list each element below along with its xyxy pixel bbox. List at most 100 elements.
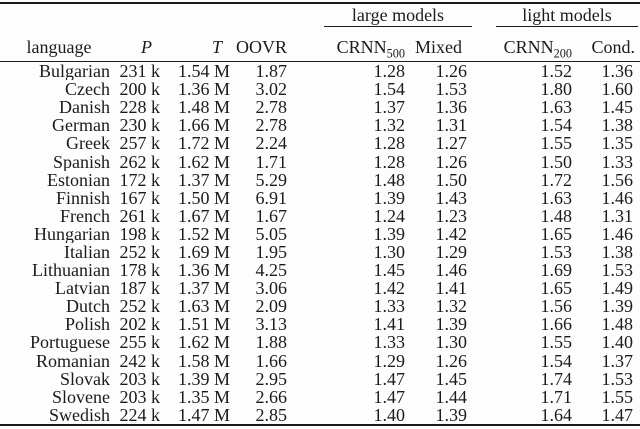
group-large-models: large models [290, 3, 472, 27]
cell-mixed: 1.23 [435, 206, 468, 225]
table-row: Slovene 203 k 1.35 M 2.66 1.47 1.44 1.71… [0, 388, 640, 406]
cell-oovr: 1.88 [255, 333, 288, 352]
cell-mixed: 1.31 [435, 116, 468, 135]
cell-p: 252 k [119, 297, 161, 316]
table-row: Slovak 203 k 1.39 M 2.95 1.47 1.45 1.74 … [0, 370, 640, 388]
cell-oovr: 2.66 [255, 387, 288, 406]
group-header-row: large models light models [0, 3, 640, 27]
cell-oovr: 1.71 [255, 152, 288, 171]
cell-t: 1.50 M [177, 188, 230, 207]
table-row: Greek 257 k 1.72 M 2.24 1.28 1.27 1.55 1… [0, 134, 640, 152]
cell-p: 200 k [119, 80, 161, 99]
cell-t: 1.36 M [177, 261, 230, 280]
cell-mixed: 1.26 [435, 61, 468, 81]
cell-cond: 1.46 [601, 188, 634, 207]
cell-crnn500: 1.28 [373, 61, 406, 81]
cell-cond: 1.55 [601, 387, 634, 406]
cell-mixed: 1.46 [435, 261, 468, 280]
table-row: German 230 k 1.66 M 2.78 1.32 1.31 1.54 … [0, 116, 640, 134]
cell-t: 1.72 M [177, 134, 230, 153]
cell-oovr: 1.67 [255, 206, 288, 225]
table-row: Italian 252 k 1.69 M 1.95 1.30 1.29 1.53… [0, 243, 640, 261]
cell-cond: 1.56 [601, 170, 634, 189]
cell-crnn200: 1.80 [540, 80, 573, 99]
cell-mixed: 1.36 [435, 98, 468, 117]
cell-t: 1.62 M [177, 152, 230, 171]
cell-language: Bulgarian [39, 61, 110, 81]
table-row: Czech 200 k 1.36 M 3.02 1.54 1.53 1.80 1… [0, 80, 640, 98]
cell-t: 1.69 M [177, 242, 230, 262]
cell-t: 1.36 M [177, 80, 230, 99]
cell-crnn500: 1.32 [373, 116, 406, 135]
cell-t: 1.37 M [177, 170, 230, 189]
cell-mixed: 1.29 [435, 242, 468, 262]
cell-crnn500: 1.39 [373, 188, 406, 207]
cell-crnn200: 1.55 [540, 134, 573, 153]
cell-p: 203 k [119, 369, 161, 388]
cell-t: 1.39 M [177, 369, 230, 388]
cell-mixed: 1.50 [435, 170, 468, 189]
cell-language: Latvian [55, 279, 110, 298]
cell-cond: 1.47 [601, 405, 634, 425]
cell-crnn200: 1.66 [540, 315, 573, 334]
cell-language: Danish [59, 98, 110, 117]
cell-language: German [52, 116, 110, 135]
group-header-spacer [0, 3, 290, 27]
cell-oovr: 5.29 [255, 170, 288, 189]
cell-cond: 1.48 [601, 315, 634, 334]
cell-crnn200: 1.54 [540, 351, 573, 370]
cell-language: Greek [66, 134, 110, 153]
cell-crnn200: 1.74 [540, 369, 573, 388]
table-row: Finnish 167 k 1.50 M 6.91 1.39 1.43 1.63… [0, 189, 640, 207]
cell-crnn200: 1.55 [540, 333, 573, 352]
cell-crnn500: 1.37 [373, 98, 406, 117]
cell-t: 1.47 M [177, 405, 230, 425]
cell-crnn200: 1.63 [540, 98, 573, 117]
cell-t: 1.52 M [177, 224, 230, 243]
cell-language: Dutch [66, 297, 110, 316]
cell-crnn200: 1.56 [540, 297, 573, 316]
cell-cond: 1.36 [601, 61, 634, 81]
cell-mixed: 1.26 [435, 152, 468, 171]
cell-crnn500: 1.47 [373, 387, 406, 406]
cell-language: Lithuanian [32, 261, 110, 280]
cell-crnn200: 1.63 [540, 188, 573, 207]
cell-oovr: 6.91 [255, 188, 288, 207]
cell-crnn200: 1.64 [540, 405, 573, 425]
header-crnn200: CRNN200 [472, 27, 579, 62]
cell-oovr: 2.09 [255, 297, 288, 316]
cell-oovr: 1.87 [255, 61, 288, 81]
cell-language: Spanish [52, 152, 110, 171]
table-row: Portuguese 255 k 1.62 M 1.88 1.33 1.30 1… [0, 333, 640, 351]
cell-p: 230 k [119, 116, 161, 135]
cell-cond: 1.49 [601, 279, 634, 298]
header-crnn200-sub: 200 [553, 46, 572, 61]
table-row: Lithuanian 178 k 1.36 M 4.25 1.45 1.46 1… [0, 261, 640, 279]
cell-p: 172 k [119, 170, 161, 189]
table-row: Hungarian 198 k 1.52 M 5.05 1.39 1.42 1.… [0, 225, 640, 243]
cell-crnn500: 1.28 [373, 134, 406, 153]
cell-cond: 1.40 [601, 333, 634, 352]
cell-mixed: 1.39 [435, 405, 468, 425]
cell-oovr: 3.02 [255, 80, 288, 99]
cell-oovr: 1.66 [255, 351, 288, 370]
group-light-models-label: light models [496, 6, 638, 27]
cell-oovr: 1.95 [255, 242, 288, 262]
cell-crnn500: 1.33 [373, 297, 406, 316]
header-crnn500: CRNN500 [290, 27, 410, 62]
cell-oovr: 4.25 [255, 261, 288, 280]
cell-language: Finnish [55, 188, 110, 207]
cell-crnn200: 1.72 [540, 170, 573, 189]
cell-t: 1.35 M [177, 387, 230, 406]
group-light-models: light models [472, 3, 640, 27]
cell-mixed: 1.42 [435, 224, 468, 243]
cell-crnn500: 1.47 [373, 369, 406, 388]
cell-oovr: 2.95 [255, 369, 288, 388]
cell-crnn500: 1.42 [373, 279, 406, 298]
cell-language: Hungarian [34, 224, 110, 243]
cell-crnn200: 1.65 [540, 279, 573, 298]
cell-cond: 1.45 [601, 98, 634, 117]
cell-p: 228 k [119, 98, 161, 117]
header-crnn500-sub: 500 [386, 46, 405, 61]
cell-t: 1.62 M [177, 333, 230, 352]
